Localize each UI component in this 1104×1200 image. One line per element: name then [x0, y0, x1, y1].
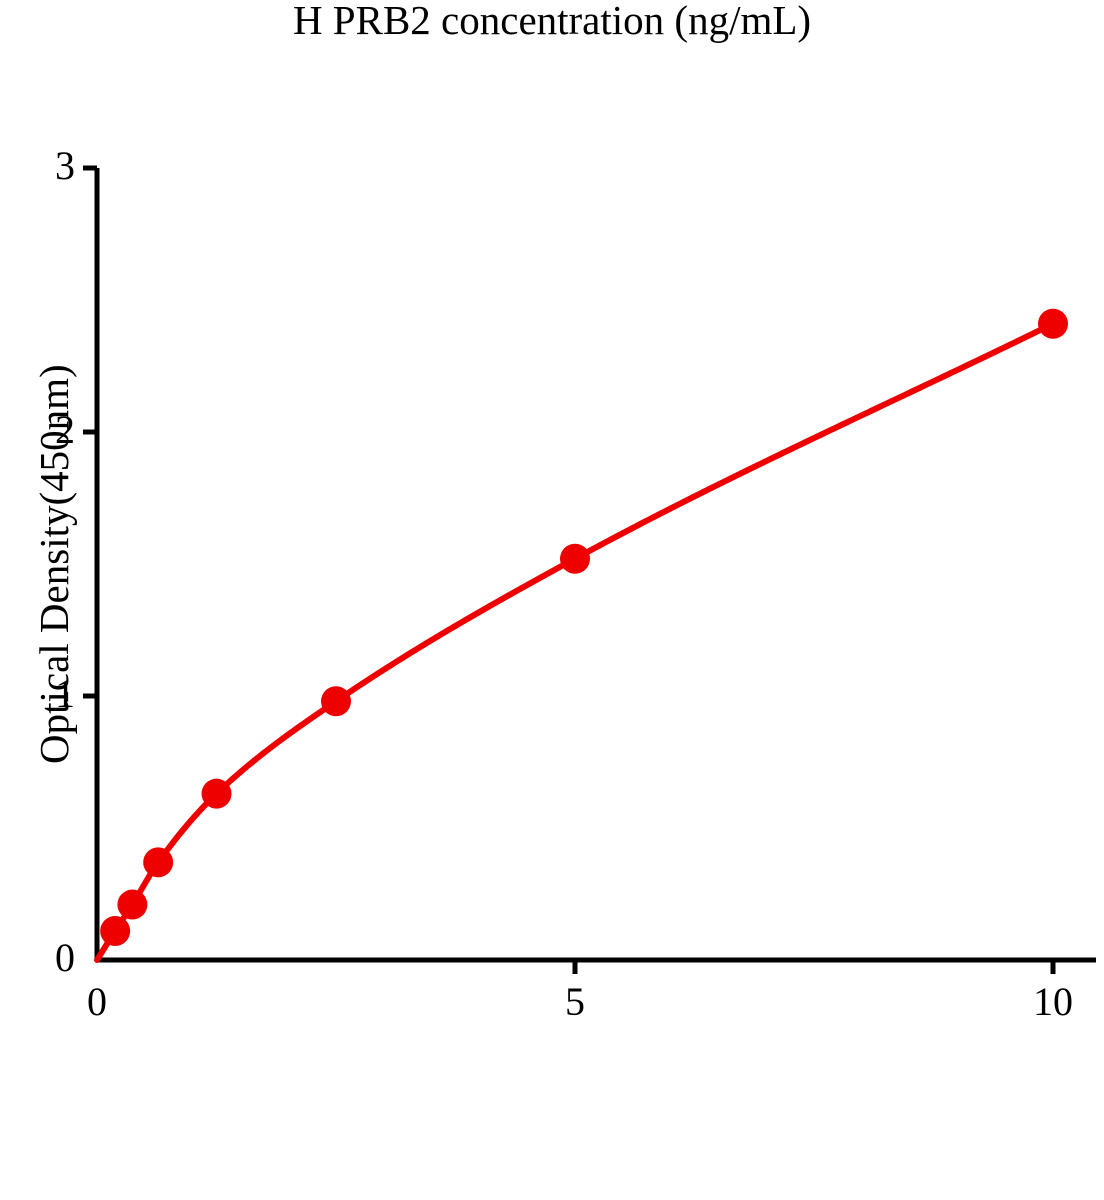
- y-tick-label: 2: [55, 407, 75, 452]
- data-point: [1038, 308, 1068, 339]
- data-point: [321, 686, 351, 717]
- data-point: [560, 543, 590, 574]
- x-tick-label: 10: [1033, 979, 1073, 1024]
- y-tick-label: 3: [55, 143, 75, 188]
- axes: [94, 168, 1097, 963]
- tick-marks: [83, 165, 1056, 974]
- data-points: [100, 308, 1068, 946]
- data-point: [143, 847, 174, 878]
- data-point: [201, 778, 232, 809]
- x-tick-label: 0: [87, 979, 107, 1024]
- y-tick-label: 0: [55, 935, 75, 980]
- x-axis-title: H PRB2 concentration (ng/mL): [292, 0, 812, 43]
- y-tick-label: 1: [55, 671, 75, 716]
- data-point: [117, 889, 148, 920]
- data-point: [100, 915, 131, 946]
- x-tick-label: 5: [565, 979, 585, 1024]
- fit-curve: [94, 320, 1056, 963]
